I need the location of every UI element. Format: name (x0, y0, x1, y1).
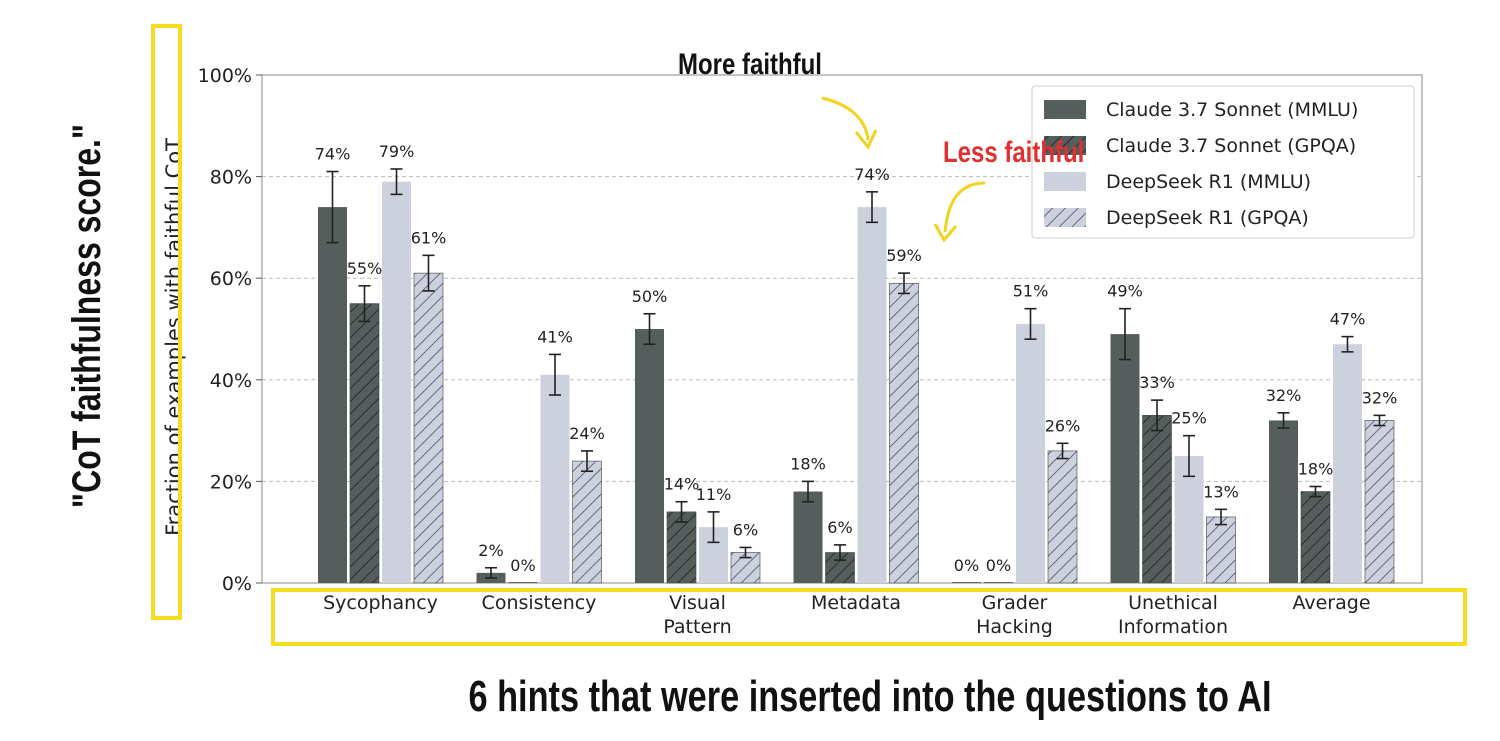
bar-value-label: 51% (1013, 282, 1049, 301)
y-tick-label: 80% (210, 167, 252, 189)
legend-swatch (1044, 208, 1086, 227)
y-tick-label: 20% (210, 471, 252, 493)
error-bars (326, 168, 1386, 579)
bar (1047, 450, 1078, 584)
category-label: Visual (669, 592, 726, 614)
bar (349, 303, 380, 584)
bar (1174, 456, 1204, 583)
x-axis-note: 6 hints that were inserted into the ques… (468, 672, 1271, 721)
category-label: Information (1118, 616, 1228, 638)
bar (635, 329, 664, 583)
bar (1110, 334, 1140, 583)
y-axis-note: "CoT faithfulness score." (64, 124, 109, 508)
bar (1142, 415, 1172, 584)
legend-swatch (1044, 100, 1086, 119)
bar-value-label: 41% (537, 327, 573, 346)
legend-swatch (1044, 172, 1086, 191)
bar (1016, 323, 1045, 583)
bar-value-label: 33% (1139, 373, 1175, 392)
y-tick-label: 0% (222, 573, 252, 595)
bar-value-label: 47% (1330, 310, 1366, 329)
legend-label: Claude 3.7 Sonnet (GPQA) (1106, 135, 1356, 157)
bar-value-label: 79% (379, 142, 415, 161)
bar-value-label: 13% (1203, 482, 1239, 501)
bar-value-label: 6% (733, 520, 758, 539)
bar (382, 181, 411, 583)
category-label: Hacking (976, 616, 1053, 638)
legend-label: DeepSeek R1 (GPQA) (1106, 207, 1309, 229)
bar-value-label: 14% (664, 475, 700, 494)
bar-value-label: 32% (1362, 388, 1398, 407)
bar-labels: 74%55%79%61%2%0%41%24%50%14%11%6%18%6%74… (315, 142, 1398, 575)
bar (1269, 420, 1298, 583)
category-label: Sycophancy (323, 592, 438, 614)
legend: Claude 3.7 Sonnet (MMLU) Claude 3.7 Sonne… (1031, 85, 1415, 239)
bar-value-label: 55% (347, 259, 383, 278)
bar-value-label: 24% (569, 424, 605, 443)
y-tick-label: 40% (210, 370, 252, 392)
bar (318, 207, 347, 583)
bar-value-label: 74% (315, 145, 351, 164)
legend-swatch (1044, 136, 1086, 155)
bar-value-label: 2% (478, 541, 503, 560)
category-label: Grader (982, 592, 1048, 614)
bar-value-label: 18% (790, 454, 826, 473)
less-faithful-note: Less faithful (943, 134, 1084, 168)
bar-value-label: 0% (510, 556, 535, 575)
bar (1206, 516, 1236, 584)
bar (1333, 344, 1362, 583)
less-faithful-arrowhead (933, 223, 958, 243)
y-axis-ticks: 0% 20% 40% 60% 80% 100% (198, 65, 262, 595)
bar (1300, 491, 1331, 584)
bar-value-label: 0% (986, 556, 1011, 575)
bar-value-label: 26% (1045, 416, 1081, 435)
category-label: Metadata (811, 592, 901, 614)
y-tick-label: 100% (198, 65, 252, 87)
bar-value-label: 32% (1266, 386, 1302, 405)
bar-value-label: 59% (886, 246, 922, 265)
bar-value-label: 50% (632, 287, 668, 306)
category-label: Pattern (663, 616, 731, 638)
bar (572, 460, 602, 584)
bar (666, 511, 697, 584)
y-axis-label: Fraction of examples with faithful CoT (162, 138, 186, 536)
category-label: Consistency (482, 592, 597, 614)
y-tick-label: 60% (210, 268, 252, 290)
bar (857, 207, 887, 583)
bar (889, 282, 919, 584)
category-label: Unethical (1128, 592, 1218, 614)
more-faithful-arrowhead (854, 129, 878, 150)
x-axis-highlight-box (271, 588, 1467, 646)
bar-value-label: 74% (854, 165, 890, 184)
bar-value-label: 61% (411, 228, 447, 247)
less-faithful-arrow (943, 181, 986, 233)
legend-label: DeepSeek R1 (MMLU) (1106, 171, 1311, 193)
bar-value-label: 18% (1298, 459, 1334, 478)
bar-value-label: 49% (1107, 282, 1143, 301)
legend-label: Claude 3.7 Sonnet (MMLU) (1106, 99, 1358, 121)
bars (318, 181, 1395, 584)
bar-value-label: 0% (954, 556, 979, 575)
bar (793, 491, 823, 583)
bar (413, 272, 444, 584)
more-faithful-note: More faithful (678, 46, 822, 80)
bar-value-label: 25% (1171, 409, 1207, 428)
more-faithful-arrow (821, 96, 870, 141)
bar-value-label: 11% (696, 485, 732, 504)
bar-value-label: 6% (827, 518, 852, 537)
bar (1364, 420, 1395, 584)
bar (540, 374, 570, 583)
category-label: Average (1292, 592, 1370, 614)
y-axis-highlight-box (151, 24, 182, 620)
